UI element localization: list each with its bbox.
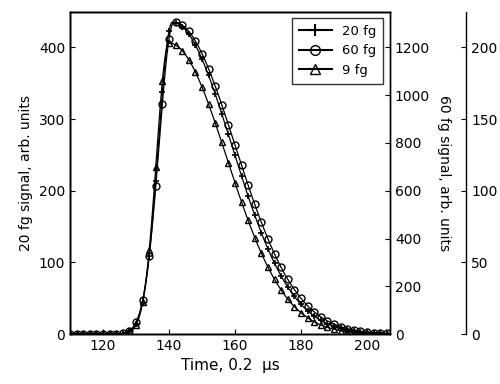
X-axis label: Time, 0.2  μs: Time, 0.2 μs	[180, 359, 280, 374]
Y-axis label: 60 fg signal, arb. units: 60 fg signal, arb. units	[437, 95, 451, 251]
Legend: 20 fg, 60 fg, 9 fg: 20 fg, 60 fg, 9 fg	[292, 18, 384, 83]
Y-axis label: 20 fg signal, arb. units: 20 fg signal, arb. units	[19, 95, 33, 251]
